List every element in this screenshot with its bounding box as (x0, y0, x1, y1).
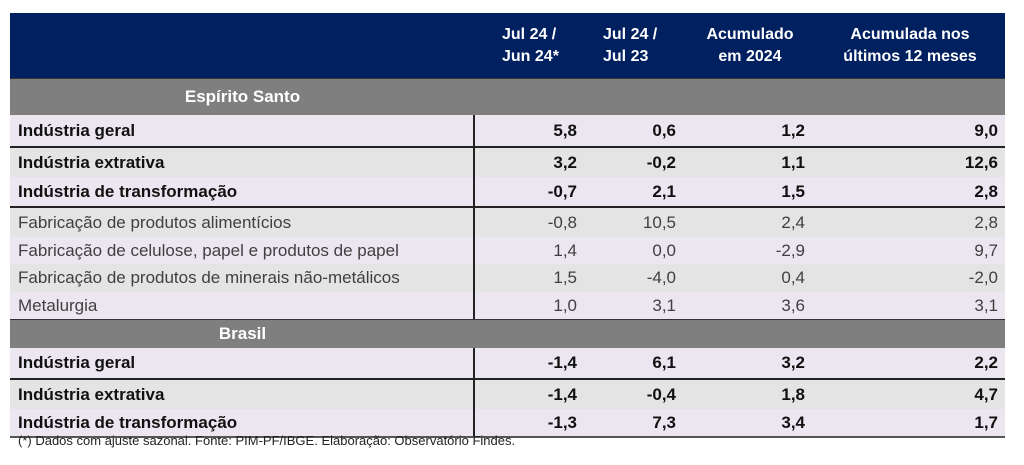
section-filler (475, 320, 585, 348)
row-value: 7,3 (652, 412, 676, 432)
table-row: Indústria geral -1,4 6,1 3,2 2,2 (10, 348, 1005, 378)
row-value: 1,5 (781, 181, 805, 201)
row-value: 2,2 (974, 353, 998, 372)
section-filler (815, 79, 1005, 115)
section-filler (585, 79, 685, 115)
row-label: Metalurgia (10, 292, 475, 319)
header-acumulado-2024: Acumulado em 2024 (685, 13, 815, 78)
table-row: Indústria geral 5,8 0,6 1,2 9,0 (10, 115, 1005, 146)
row-value: -4,0 (646, 268, 676, 287)
table-row: Fabricação de celulose, papel e produtos… (10, 237, 1005, 264)
row-value: 12,6 (964, 152, 998, 172)
row-label: Fabricação de produtos alimentícios (10, 208, 475, 237)
row-value: -1,3 (547, 412, 577, 432)
row-value: 3,2 (553, 152, 577, 172)
header-jul24-jul23: Jul 24 / Jul 23 (585, 13, 685, 78)
row-value: 0,0 (652, 240, 676, 260)
row-value: -0,4 (646, 384, 676, 404)
row-value: -1,4 (547, 384, 577, 404)
row-value: 10,5 (642, 212, 676, 232)
section-header: Espírito Santo (10, 78, 1005, 115)
row-value: 1,8 (781, 384, 805, 404)
header-acumulada-12-meses: Acumulada nos últimos 12 meses (815, 13, 1005, 78)
row-value: -1,4 (547, 353, 577, 372)
row-value: -2,0 (968, 268, 998, 287)
table-header: Jul 24 / Jun 24* Jul 24 / Jul 23 Acumulado… (10, 13, 1005, 78)
header-line: Acumulada nos (850, 25, 970, 43)
table-row: Fabricação de produtos alimentícios -0,8 1… (10, 206, 1005, 237)
section-filler (475, 79, 585, 115)
row-value: 0,4 (781, 268, 805, 287)
section-filler (815, 320, 1005, 348)
section-filler (685, 79, 815, 115)
header-line: últimos 12 meses (843, 47, 977, 65)
section-title: Brasil (218, 324, 267, 343)
row-label: Fabricação de produtos de minerais não-m… (10, 264, 475, 292)
header-line: em 2024 (718, 47, 782, 65)
row-value: 6,1 (652, 353, 676, 372)
section-title: Espírito Santo (184, 87, 301, 106)
row-value: 4,7 (974, 384, 998, 404)
row-value: 3,1 (974, 295, 998, 315)
header-line: Jul 24 / (502, 25, 557, 43)
row-value: 2,8 (974, 212, 998, 232)
table-row: Indústria de transformação -1,3 7,3 3,4 1,7 (10, 409, 1005, 438)
row-value: 3,4 (781, 412, 805, 432)
section-filler (685, 320, 815, 348)
row-value: 3,1 (652, 295, 676, 315)
table-body: Espírito Santo Indústria geral 5,8 0,6 1,2 9,… (10, 78, 1005, 438)
row-value: 1,7 (974, 412, 998, 432)
row-value: -0,2 (646, 152, 676, 172)
row-value: -0,8 (547, 212, 577, 232)
header-jul24-jun24: Jul 24 / Jun 24* (475, 13, 585, 78)
row-value: 2,1 (652, 181, 676, 201)
row-value: 9,7 (974, 240, 998, 260)
section-filler (585, 320, 685, 348)
row-label: Indústria de transformação (10, 177, 475, 206)
row-value: -2,9 (775, 240, 805, 260)
industry-production-table: Jul 24 / Jun 24* Jul 24 / Jul 23 Acumulado… (10, 13, 1005, 438)
table-row: Indústria extrativa -1,4 -0,4 1,8 4,7 (10, 378, 1005, 409)
footnote: (*) Dados com ajuste sazonal. Fonte: PIM… (18, 433, 516, 448)
table-row: Metalurgia 1,0 3,1 3,6 3,1 (10, 292, 1005, 319)
row-label: Indústria geral (10, 348, 475, 378)
row-label: Indústria extrativa (10, 148, 475, 177)
row-value: 1,5 (553, 268, 577, 287)
header-line: Jun 24* (502, 47, 559, 65)
row-label: Fabricação de celulose, papel e produtos… (10, 237, 475, 264)
table-row: Fabricação de produtos de minerais não-m… (10, 264, 1005, 292)
section-header: Brasil (10, 319, 1005, 348)
row-value: 5,8 (553, 120, 577, 140)
header-line: Jul 24 / (603, 25, 658, 43)
row-value: 3,6 (781, 295, 805, 315)
row-value: -0,7 (547, 181, 577, 201)
row-value: 3,2 (781, 353, 805, 372)
row-value: 1,2 (781, 120, 805, 140)
header-line: Acumulado (706, 25, 794, 43)
row-value: 9,0 (974, 120, 998, 140)
row-value: 1,1 (781, 152, 805, 172)
row-value: 2,8 (974, 181, 998, 201)
header-line: Jul 23 (603, 47, 649, 65)
row-value: 0,6 (652, 120, 676, 140)
row-label: Indústria extrativa (10, 380, 475, 409)
row-value: 2,4 (781, 212, 805, 232)
table-row: Indústria de transformação -0,7 2,1 1,5 2,8 (10, 177, 1005, 206)
row-label: Indústria geral (10, 115, 475, 146)
row-value: 1,4 (553, 240, 577, 260)
row-label: Indústria de transformação (10, 409, 475, 436)
header-blank (10, 13, 475, 78)
table-row: Indústria extrativa 3,2 -0,2 1,1 12,6 (10, 146, 1005, 177)
row-value: 1,0 (553, 295, 577, 315)
